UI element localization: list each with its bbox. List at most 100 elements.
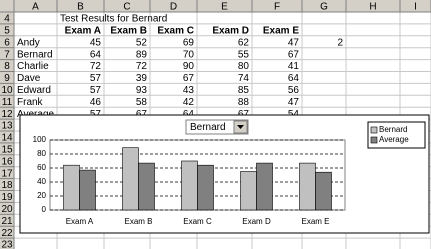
bar [299,162,316,211]
cell: 89 [136,49,148,60]
row-header: 7 [4,49,10,60]
row-header: 19 [1,192,13,203]
bar [181,160,198,211]
row-header: 14 [1,133,13,144]
cell: 56 [288,85,300,96]
cell: 74 [238,73,250,84]
cell: 62 [238,37,250,48]
bar [197,164,214,211]
x-tick-label: Exam B [124,217,152,226]
row-header: 4 [4,14,10,25]
row-header: 22 [1,228,13,239]
cell: 67 [183,73,195,84]
cell: 46 [90,97,102,108]
row-header: 18 [1,180,13,191]
legend-swatch [370,136,378,144]
cell: 43 [183,85,195,96]
cell: 41 [288,61,300,72]
cell: 57 [90,109,102,120]
row-header: 6 [4,37,10,48]
column-header: C [123,2,130,13]
column-title: Exam A [65,25,101,36]
cell: 45 [90,37,102,48]
y-tick-label: 0 [42,205,47,214]
embedded-chart: Bernard 0 20 40 60 80 100 Exam A Exam B Exam C Exa… [19,114,430,234]
row-header: 16 [1,156,13,167]
row-header: 8 [4,61,10,72]
column-header: F [274,2,280,13]
bar [138,162,155,211]
column-title: Exam E [263,25,299,36]
cell: 58 [136,97,148,108]
column-title: Exam D [212,25,249,36]
cell: 85 [238,85,250,96]
legend-label: Bernard [379,125,407,134]
row-header: 17 [1,168,13,179]
column-header: I [414,2,417,13]
column-header: G [320,2,328,13]
row-header: 15 [1,144,13,155]
dropdown[interactable] [185,119,249,135]
bar [122,147,139,211]
row-header: 11 [2,97,13,108]
cell: 64 [90,49,102,60]
dropdown-arrow [237,125,244,129]
y-tick-label: 100 [33,135,47,144]
bar [315,171,332,211]
cell: 67 [238,109,250,120]
cell: 47 [288,37,300,48]
x-tick-label: Exam C [183,217,212,226]
column-header: B [77,2,84,13]
legend-label: Average [379,135,409,144]
cell: 72 [90,61,102,72]
cell: 88 [238,97,250,108]
cell: 47 [288,97,300,108]
cell: 69 [183,37,195,48]
column-header: H [369,2,376,13]
cell: Average [17,109,55,120]
column-title: Exam B [110,25,147,36]
row-header: 13 [1,121,13,132]
legend-swatch [370,126,378,134]
cell: 90 [183,61,195,72]
row-header: 9 [4,73,10,84]
y-tick-label: 20 [37,191,46,200]
row-header: 21 [1,216,13,227]
cell: 64 [288,73,300,84]
legend [367,121,426,149]
cell: Andy [17,37,40,48]
bar [79,169,96,211]
column-header: D [170,2,177,13]
column-header: E [221,2,228,13]
cell: Bernard [17,49,53,60]
cell: 42 [183,97,195,108]
cell: 39 [136,73,148,84]
bar [256,162,273,211]
x-tick-label: Exam D [242,217,271,226]
cell: Dave [17,73,41,84]
cell: 64 [183,109,195,120]
cell: 93 [136,85,148,96]
bar [240,171,257,211]
x-tick-label: Exam E [301,217,329,226]
cell: 55 [238,49,250,60]
cell: Edward [17,85,51,96]
cell: 80 [238,61,250,72]
cell: 67 [136,109,148,120]
cell: 57 [90,85,102,96]
dropdown-value: Bernard [190,122,226,133]
row-header: 10 [1,85,13,96]
cell: Test Results for Bernard [60,14,167,25]
y-tick-label: 40 [37,177,46,186]
column-title: Exam C [157,25,194,36]
column-header: A [32,2,39,13]
cell: 72 [136,61,148,72]
cell: 2 [337,37,343,48]
row-header: 5 [4,25,10,36]
row-header: 23 [1,240,13,249]
column-header-bar [0,0,431,12]
y-tick-label: 80 [37,149,46,158]
cell: 57 [90,73,102,84]
cell: 54 [288,109,300,120]
